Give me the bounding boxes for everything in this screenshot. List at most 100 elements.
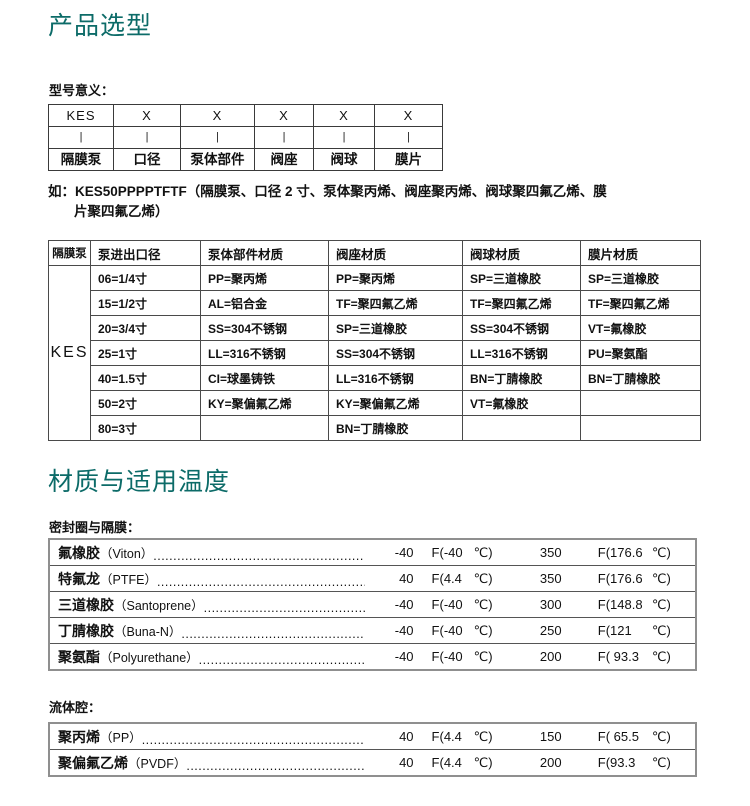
cell-seat: SS=304不锈钢 (328, 340, 463, 366)
max-temp-celsius-unit: ℃) (651, 617, 696, 644)
min-temp-value: 40 (365, 723, 414, 750)
min-temp-fahrenheit: F(-40 (413, 539, 474, 566)
cell-body: LL=316不锈钢 (200, 340, 329, 366)
min-temp-value: -40 (365, 539, 414, 566)
min-temp-value: 40 (365, 565, 414, 592)
material-name-en: （PVDF） (128, 756, 187, 771)
table-row: 三道橡胶（Santoprene）........................… (49, 591, 696, 618)
material-name-cn: 氟橡胶 (58, 544, 100, 561)
cell-body: KY=聚偏氟乙烯 (200, 390, 329, 416)
model-part-cell: 阀座 (254, 148, 314, 171)
cell-diaphragm: BN=丁腈橡胶 (580, 365, 701, 391)
min-temp-fahrenheit: F(-40 (413, 643, 474, 670)
cell-ball: TF=聚四氟乙烯 (462, 290, 581, 316)
min-temp-fahrenheit: F(-40 (413, 591, 474, 618)
cell-port-size: 25=1寸 (90, 340, 201, 366)
cell-ball (462, 415, 581, 441)
example-line-1: 如：KES50PPPPTFTF（隔膜泵、口径 2 寸、泵体聚丙烯、阀座聚丙烯、阀… (48, 184, 607, 199)
table-row: 聚丙烯（PP）.................................… (49, 723, 696, 750)
cell-ball: LL=316不锈钢 (462, 340, 581, 366)
cell-diaphragm: TF=聚四氟乙烯 (580, 290, 701, 316)
max-temp-fahrenheit: F(93.3 (581, 749, 652, 776)
table-row: 聚偏氟乙烯（PVDF）.............................… (49, 749, 696, 776)
min-temp-celsius-unit: ℃) (473, 539, 520, 566)
connector-cell: | (48, 126, 114, 149)
min-temp-fahrenheit: F(4.4 (413, 723, 474, 750)
material-name-en: （Santoprene） (114, 598, 204, 613)
material-name-cell: 特氟龙（PTFE）...............................… (49, 565, 366, 592)
section-title-material-temperature: 材质与适用温度 (48, 468, 231, 496)
column-header-body-material: 泵体部件材质 (200, 240, 329, 266)
cell-body: AL=铝合金 (200, 290, 329, 316)
table-row: 20=3/4寸 SS=304不锈钢 SP=三道橡胶 SS=304不锈钢 VT=氟… (49, 315, 701, 341)
label-seal-and-diaphragm: 密封圈与隔膜： (49, 520, 141, 535)
max-temp-value: 350 (519, 539, 582, 566)
cell-seat: TF=聚四氟乙烯 (328, 290, 463, 316)
dot-leader: ........................................… (181, 626, 365, 641)
min-temp-value: 40 (365, 749, 414, 776)
cell-seat: KY=聚偏氟乙烯 (328, 390, 463, 416)
dot-leader: ........................................… (153, 548, 365, 563)
cell-seat: BN=丁腈橡胶 (328, 415, 463, 441)
table-row: 80=3寸 BN=丁腈橡胶 (49, 415, 701, 441)
connector-cell: | (113, 126, 181, 149)
connector-cell: | (254, 126, 314, 149)
max-temp-celsius-unit: ℃) (651, 723, 696, 750)
max-temp-value: 300 (519, 591, 582, 618)
dot-leader: ........................................… (198, 652, 366, 667)
material-name-cell: 聚丙烯（PP）.................................… (49, 723, 366, 750)
cell-ball: SS=304不锈钢 (462, 315, 581, 341)
min-temp-fahrenheit: F(4.4 (413, 749, 474, 776)
max-temp-celsius-unit: ℃) (651, 643, 696, 670)
cell-ball: BN=丁腈橡胶 (462, 365, 581, 391)
max-temp-fahrenheit: F(176.6 (581, 539, 652, 566)
cell-body: PP=聚丙烯 (200, 265, 329, 291)
model-series-cell: KES (48, 265, 91, 441)
min-temp-celsius-unit: ℃) (473, 617, 520, 644)
material-name-en: （Viton） (100, 546, 154, 561)
seal-diaphragm-temperature-table: 氟橡胶（Viton）..............................… (48, 538, 697, 671)
cell-seat: LL=316不锈钢 (328, 365, 463, 391)
max-temp-value: 200 (519, 643, 582, 670)
model-code-cell: X (180, 104, 255, 127)
table-row: 聚氨酯（Polyurethane）.......................… (49, 643, 696, 670)
max-temp-celsius-unit: ℃) (651, 539, 696, 566)
min-temp-value: -40 (365, 617, 414, 644)
cell-diaphragm: SP=三道橡胶 (580, 265, 701, 291)
fluid-cavity-temperature-table: 聚丙烯（PP）.................................… (48, 722, 697, 777)
max-temp-value: 150 (519, 723, 582, 750)
model-code-cell: X (374, 104, 443, 127)
model-part-cell: 隔膜泵 (48, 148, 114, 171)
min-temp-celsius-unit: ℃) (473, 749, 520, 776)
cell-diaphragm (580, 415, 701, 441)
cell-diaphragm: PU=聚氨酯 (580, 340, 701, 366)
label-fluid-cavity: 流体腔： (49, 700, 102, 715)
connector-cell: | (374, 126, 443, 149)
material-name-en: （Buna-N） (114, 624, 182, 639)
connector-cell: | (180, 126, 255, 149)
cell-diaphragm (580, 390, 701, 416)
model-code-cell: KES (48, 104, 114, 127)
cell-seat: SP=三道橡胶 (328, 315, 463, 341)
min-temp-celsius-unit: ℃) (473, 591, 520, 618)
cell-port-size: 50=2寸 (90, 390, 201, 416)
min-temp-value: -40 (365, 643, 414, 670)
cell-body: CI=球墨铸铁 (200, 365, 329, 391)
max-temp-fahrenheit: F(176.6 (581, 565, 652, 592)
model-part-cell: 泵体部件 (180, 148, 255, 171)
column-header-seat-material: 阀座材质 (328, 240, 463, 266)
max-temp-celsius-unit: ℃) (651, 565, 696, 592)
table-row: 15=1/2寸 AL=铝合金 TF=聚四氟乙烯 TF=聚四氟乙烯 TF=聚四氟乙… (49, 290, 701, 316)
max-temp-value: 200 (519, 749, 582, 776)
model-code-cell: X (113, 104, 181, 127)
table-row: 特氟龙（PTFE）...............................… (49, 565, 696, 592)
model-example-note: 如：KES50PPPPTFTF（隔膜泵、口径 2 寸、泵体聚丙烯、阀座聚丙烯、阀… (48, 182, 708, 222)
cell-port-size: 15=1/2寸 (90, 290, 201, 316)
max-temp-value: 350 (519, 565, 582, 592)
label-model-meaning: 型号意义： (49, 83, 115, 98)
model-code-cell: X (313, 104, 375, 127)
table-row: KES X X X X X (48, 104, 443, 127)
cell-ball: VT=氟橡胶 (462, 390, 581, 416)
column-header-diaphragm-material: 膜片材质 (580, 240, 701, 266)
